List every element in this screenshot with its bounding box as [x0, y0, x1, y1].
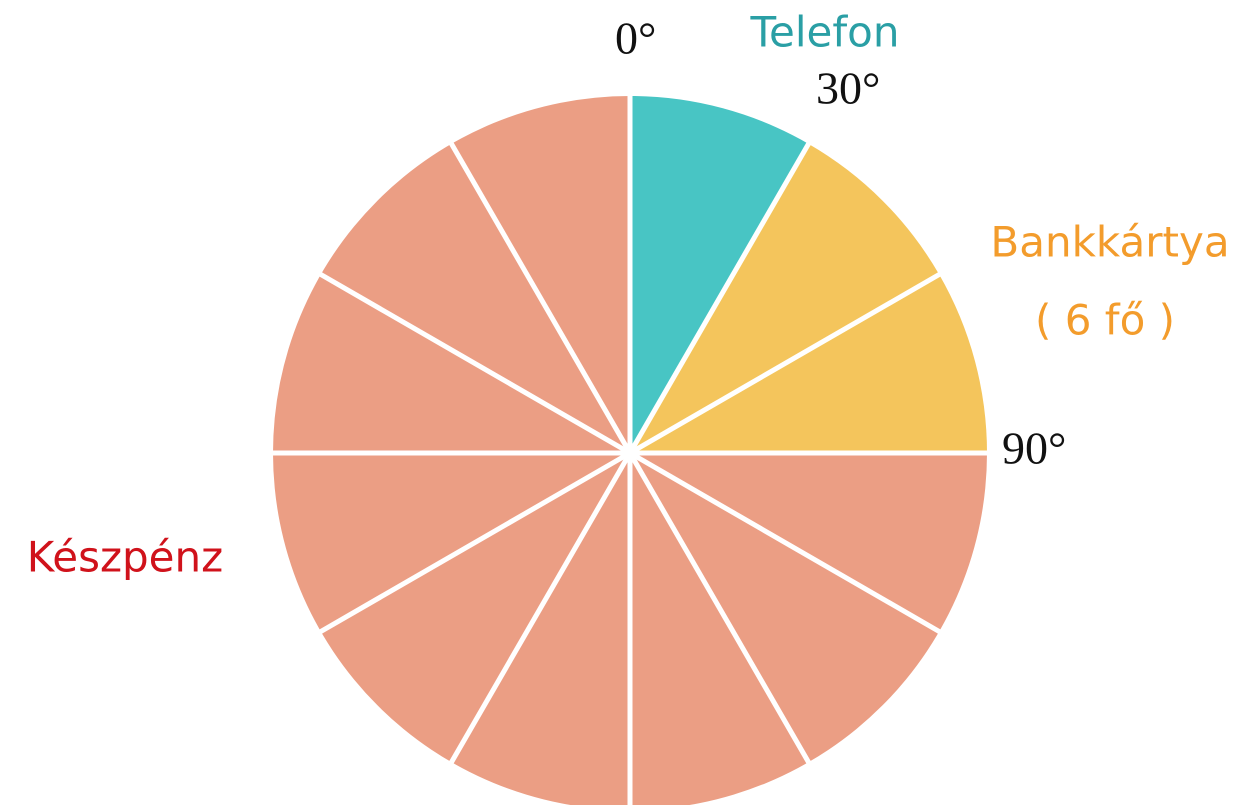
- division-line: [317, 271, 632, 456]
- division-line: [448, 451, 633, 766]
- division-line: [627, 140, 812, 455]
- angle-label: 90°: [1002, 423, 1066, 474]
- division-line: [628, 271, 943, 456]
- division-line: [448, 140, 633, 455]
- division-line: [317, 450, 632, 635]
- pie-slice: [630, 143, 987, 454]
- angle-label: 30°: [816, 62, 880, 113]
- category-label: Bankkártya: [990, 218, 1229, 267]
- value-label: ( 6 fő ): [1035, 296, 1175, 345]
- angle-label: 0°: [615, 13, 656, 64]
- category-label: Készpénz: [27, 533, 223, 582]
- division-line: [627, 451, 812, 766]
- division-line: [628, 450, 943, 635]
- pie-slice: [273, 96, 987, 805]
- category-label: Telefon: [750, 8, 900, 57]
- pie-slice: [630, 96, 809, 453]
